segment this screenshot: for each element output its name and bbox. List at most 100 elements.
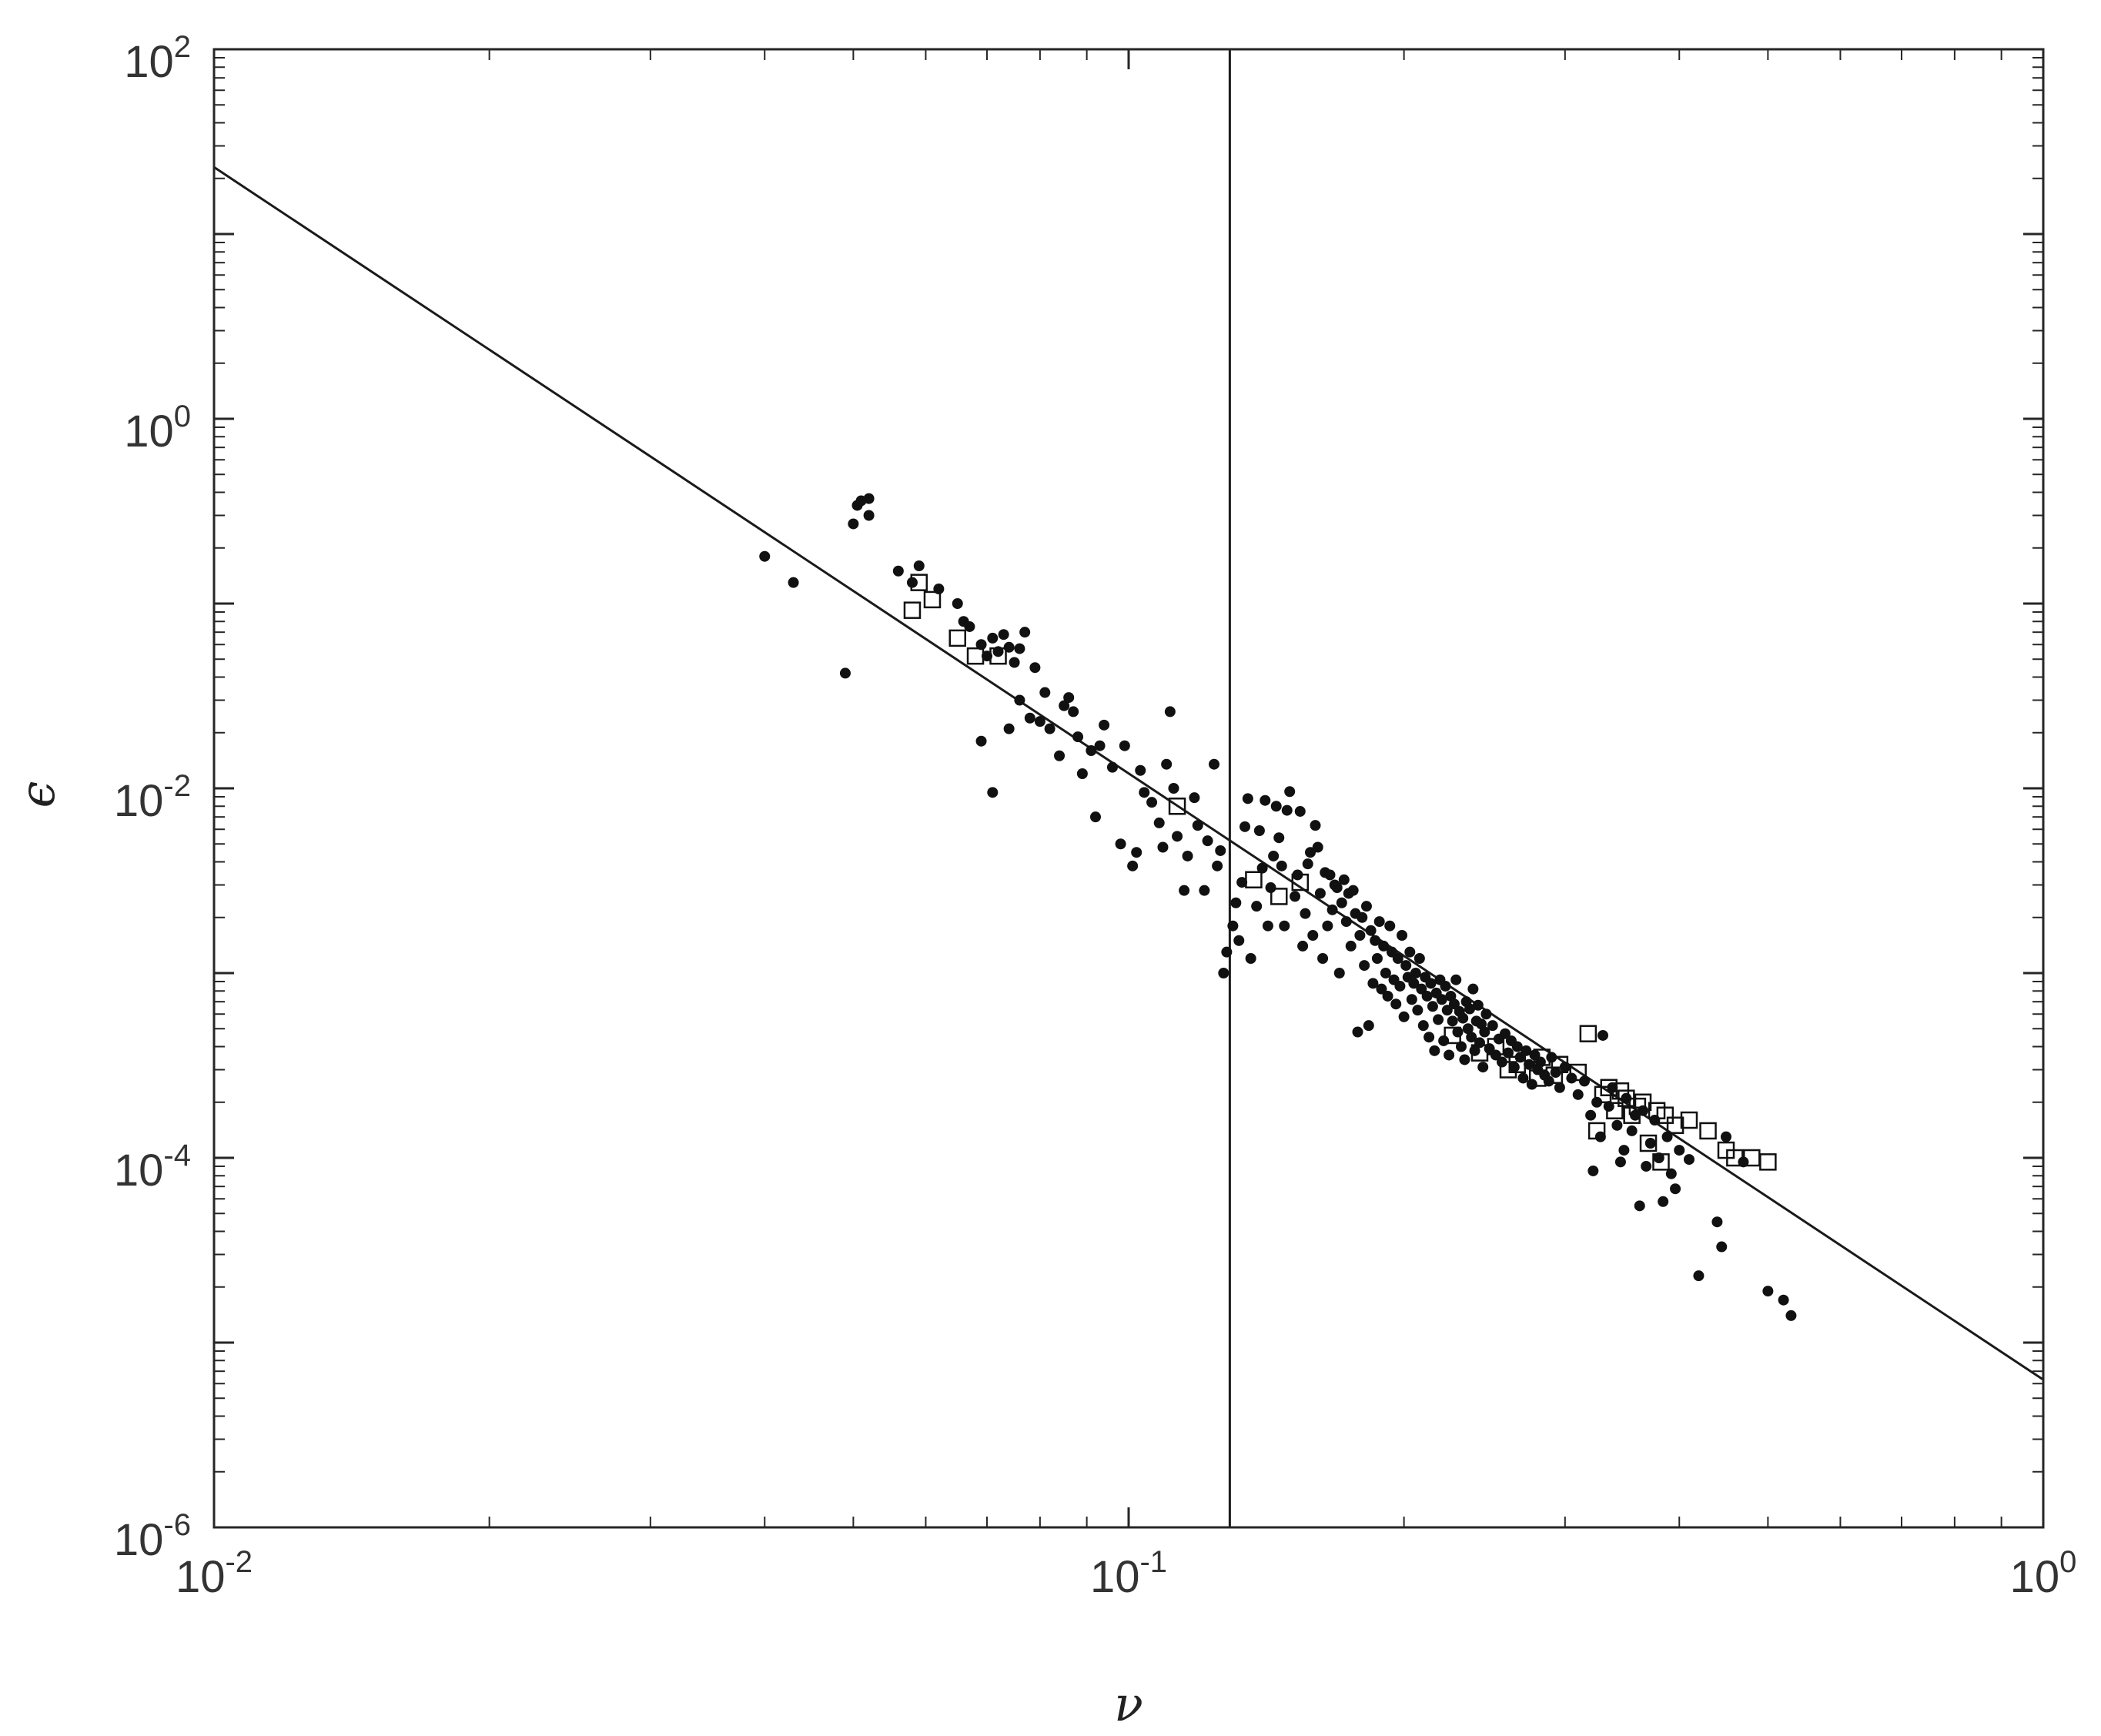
data-point-dot xyxy=(1139,787,1150,798)
data-point-dot xyxy=(1208,758,1219,770)
y-axis-label: ϵ xyxy=(9,781,65,808)
data-point-square xyxy=(1699,1122,1717,1140)
y-tick-label-exponent: 0 xyxy=(174,400,191,433)
x-tick-label-base: 10 xyxy=(176,1552,226,1602)
data-point-dot xyxy=(1199,885,1210,896)
data-point-dot xyxy=(1408,978,1420,989)
data-point-dot xyxy=(1276,860,1287,871)
data-point-dot xyxy=(1436,994,1447,1005)
y-tick-label-base: 10 xyxy=(114,776,164,826)
data-point-dot xyxy=(1310,820,1321,831)
data-point-dot xyxy=(1360,901,1372,912)
data-point-dot xyxy=(1221,946,1233,958)
data-point-square xyxy=(1508,1055,1527,1074)
data-point-dot xyxy=(1373,916,1385,928)
data-point-dot xyxy=(1236,877,1248,888)
y-tick-label: 100 xyxy=(124,400,191,457)
data-point-dot xyxy=(1433,1014,1444,1025)
data-point-dot xyxy=(1230,897,1242,908)
data-point-dot xyxy=(863,510,875,521)
data-point-dot xyxy=(1384,920,1396,932)
data-point-dot xyxy=(1256,862,1268,874)
data-point-dot xyxy=(1587,1165,1599,1176)
data-point-dot xyxy=(1641,1160,1652,1172)
data-point-square xyxy=(923,590,942,609)
data-point-dot xyxy=(1392,952,1403,964)
data-point-dot xyxy=(1265,882,1276,894)
data-point-dot xyxy=(1357,911,1368,923)
data-point-square xyxy=(1168,798,1186,815)
data-point-dot xyxy=(1324,869,1336,881)
data-point-dot xyxy=(1398,1011,1410,1022)
data-point-dot xyxy=(975,639,987,651)
data-point-dot xyxy=(1382,990,1393,1002)
data-point-dot xyxy=(998,629,1009,641)
data-point-dot xyxy=(1371,952,1383,964)
data-point-square xyxy=(1587,1122,1606,1140)
data-point-dot xyxy=(1487,1020,1498,1032)
data-point-dot xyxy=(1661,1131,1673,1142)
data-point-dot xyxy=(1240,821,1251,832)
data-point-dot xyxy=(1400,960,1412,972)
data-point-dot xyxy=(1614,1156,1626,1168)
data-point-dot xyxy=(1644,1137,1656,1149)
data-point-dot xyxy=(759,550,771,562)
x-tick-label: 100 xyxy=(2010,1545,2077,1602)
data-point-dot xyxy=(1131,847,1143,858)
data-point-dot xyxy=(1380,968,1391,978)
data-point-dot xyxy=(1014,643,1025,654)
data-point-square xyxy=(1291,873,1310,891)
data-point-dot xyxy=(1367,978,1379,989)
data-point-dot xyxy=(1019,627,1031,638)
data-point-dot xyxy=(1479,1026,1490,1038)
data-point-square xyxy=(1499,1061,1517,1079)
data-point-dot xyxy=(1189,792,1200,804)
data-point-dot xyxy=(1438,1035,1450,1046)
y-tick-label-exponent: -4 xyxy=(163,1139,191,1172)
data-point-dot xyxy=(1390,998,1402,1010)
data-point-dot xyxy=(1376,983,1387,995)
data-point-dot xyxy=(1345,940,1357,952)
x-tick-label-exponent: -2 xyxy=(225,1545,253,1579)
data-point-dot xyxy=(1161,758,1173,770)
data-point-square xyxy=(1528,1069,1547,1087)
data-point-dot xyxy=(1086,745,1097,757)
data-point-dot xyxy=(1322,920,1333,932)
data-point-square xyxy=(1569,1063,1587,1082)
data-point-dot xyxy=(1429,1045,1440,1056)
data-point-dot xyxy=(1474,1037,1485,1049)
data-point-dot xyxy=(1294,805,1306,817)
data-point-square xyxy=(1639,1134,1658,1152)
data-point-square xyxy=(1270,888,1288,905)
data-point-dot xyxy=(1009,657,1020,668)
data-point-dot xyxy=(1521,1045,1532,1056)
data-point-dot xyxy=(1182,850,1193,861)
series-open-squares xyxy=(903,574,1777,1171)
data-point-dot xyxy=(1014,694,1025,706)
data-point-dot xyxy=(1251,901,1263,912)
data-point-square xyxy=(1656,1106,1674,1124)
data-point-dot xyxy=(987,787,999,798)
data-point-dot xyxy=(1417,1020,1429,1032)
y-tick-label-base: 10 xyxy=(124,37,174,87)
y-tick-label-exponent: 2 xyxy=(174,30,191,64)
data-point-square xyxy=(1680,1111,1698,1129)
data-point-dot xyxy=(1693,1270,1705,1282)
data-point-square xyxy=(1533,1049,1551,1066)
data-point-dot xyxy=(1347,885,1359,896)
data-point-square xyxy=(1759,1153,1777,1171)
data-point-dot xyxy=(1658,1196,1669,1207)
data-point-dot xyxy=(1242,793,1253,804)
data-point-dot xyxy=(1119,740,1130,751)
data-point-dot xyxy=(1233,935,1245,946)
data-point-dot xyxy=(1508,1062,1520,1073)
data-point-dot xyxy=(1290,891,1301,902)
plot-frame xyxy=(212,48,2045,1529)
data-point-dot xyxy=(1003,723,1015,734)
data-point-dot xyxy=(1245,952,1256,964)
data-point-dot xyxy=(1365,925,1377,936)
data-point-square xyxy=(1551,1055,1569,1074)
data-point-dot xyxy=(1094,740,1106,751)
power-law-fit-line xyxy=(213,166,2044,1381)
